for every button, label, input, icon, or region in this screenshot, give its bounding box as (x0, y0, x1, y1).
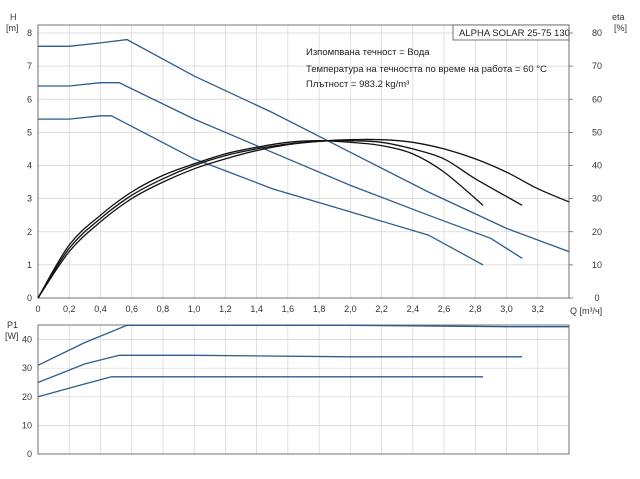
power-tick-label: 10 (22, 420, 32, 430)
x-tick-label: 0,6 (125, 304, 138, 314)
y-right-tick-label: 10 (592, 260, 602, 270)
x-tick-label: 2,8 (469, 304, 482, 314)
x-tick-label: 1,0 (188, 304, 201, 314)
head-curve-3 (38, 115, 484, 266)
power-tick-label: 40 (22, 335, 32, 345)
efficiency-curve-3 (37, 138, 570, 299)
y-right-tick-label: 40 (592, 161, 602, 171)
y-left-tick-label: 3 (27, 194, 32, 204)
power-tick-label: 30 (22, 363, 32, 373)
power-curve-1 (37, 324, 569, 366)
x-tick-label: 1,8 (313, 304, 326, 314)
lower-plot-frame (37, 324, 570, 455)
head-curve-2 (38, 82, 523, 259)
right-axis-unit: [%] (614, 23, 627, 33)
power-tick-label: 20 (22, 392, 32, 402)
x-tick-label: 0 (35, 304, 40, 314)
y-right-tick-label: 50 (592, 127, 602, 137)
x-axis-label: Q [m³/ч] (570, 306, 602, 316)
x-tick-label: 1,6 (282, 304, 295, 314)
y-left-tick-label: 0 (27, 293, 32, 303)
model-label-box (452, 24, 570, 41)
y-left-tick-label: 1 (27, 260, 32, 270)
y-right-tick-label: 70 (592, 61, 602, 71)
x-tick-label: 3,0 (500, 304, 513, 314)
upper-right-ticks: 0 10 20 30 40 50 60 70 80 (569, 28, 602, 303)
x-tick-label: 2,4 (407, 304, 420, 314)
power-curve-3 (37, 376, 484, 398)
y-right-tick-label: 80 (592, 28, 602, 38)
power-axis-unit: [W] (5, 331, 19, 341)
y-left-tick-label: 2 (27, 227, 32, 237)
power-curve-2 (37, 354, 523, 384)
x-tick-label: 1,4 (250, 304, 263, 314)
x-tick-label: 0,8 (157, 304, 170, 314)
x-tick-label: 0,2 (63, 304, 76, 314)
model-label: ALPHA SOLAR 25-75 130 (459, 28, 570, 39)
info-density: Плътност = 983.2 kg/m³ (306, 79, 409, 90)
y-left-tick-label: 5 (27, 127, 32, 137)
y-left-tick-label: 8 (27, 28, 32, 38)
head-curve-1 (38, 38, 570, 253)
y-left-tick-label: 6 (27, 94, 32, 104)
right-axis-name: eta (612, 12, 625, 22)
y-right-tick-label: 0 (594, 293, 599, 303)
x-tick-label: 0,4 (94, 304, 107, 314)
x-tick-label: 1,2 (219, 304, 232, 314)
left-axis-unit: [m] (6, 23, 19, 33)
upper-left-ticks: 0 1 2 3 4 5 6 7 8 (27, 28, 32, 303)
y-right-tick-label: 20 (592, 227, 602, 237)
efficiency-curve-1 (37, 140, 484, 299)
lower-grid (37, 325, 570, 455)
info-liquid: Изпомпвана течност = Вода (306, 47, 430, 58)
y-right-tick-label: 30 (592, 194, 602, 204)
power-tick-label: 0 (27, 449, 32, 459)
x-tick-label: 2,6 (438, 304, 451, 314)
y-right-tick-label: 60 (592, 94, 602, 104)
efficiency-curves (37, 138, 570, 299)
lower-left-ticks: 0 10 20 30 40 (22, 335, 32, 459)
efficiency-curve-2 (37, 139, 523, 299)
x-tick-label: 2,0 (344, 304, 357, 314)
y-left-tick-label: 7 (27, 61, 32, 71)
upper-plot-frame (37, 24, 570, 299)
y-left-tick-label: 4 (27, 161, 32, 171)
upper-x-ticks: 0 0,2 0,4 0,6 0,8 1,0 1,2 1,4 1,6 1,8 2,0 2,2 2,4 2,6… (35, 304, 544, 314)
left-axis-name: H (10, 12, 17, 22)
x-tick-label: 3,2 (532, 304, 545, 314)
info-temperature: Температура на течността по време на раб… (306, 64, 547, 75)
head-curves (38, 38, 570, 266)
power-curves (37, 324, 569, 398)
x-tick-label: 2,2 (375, 304, 388, 314)
power-axis-name: P1 (7, 320, 18, 330)
